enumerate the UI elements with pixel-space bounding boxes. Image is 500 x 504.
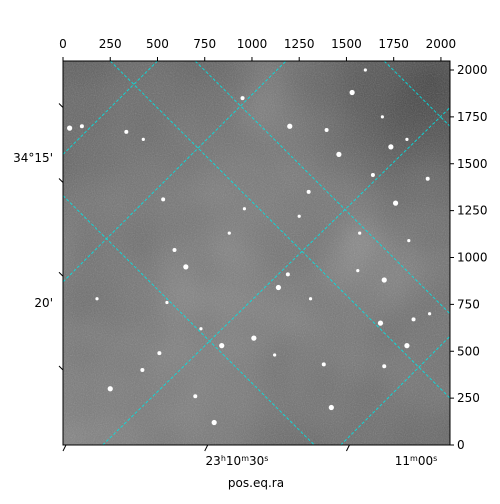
source-1 bbox=[124, 129, 129, 134]
source-29 bbox=[407, 239, 411, 243]
dec-tick-label-1: 34°15' bbox=[13, 151, 53, 165]
source-12 bbox=[219, 343, 225, 349]
ra-tick-1 bbox=[204, 444, 209, 452]
source-42 bbox=[287, 123, 293, 129]
source-38 bbox=[358, 231, 362, 235]
dec-tick-0 bbox=[58, 103, 64, 108]
y-tick-label-4: 1000 bbox=[457, 251, 488, 265]
y-tick-label-1: 250 bbox=[457, 391, 480, 405]
source-40 bbox=[240, 96, 245, 101]
source-44 bbox=[95, 297, 99, 301]
y-tick-label-3: 750 bbox=[457, 297, 480, 311]
source-47 bbox=[380, 115, 384, 119]
x-tick-label-1: 250 bbox=[99, 37, 122, 51]
ra-tick-2 bbox=[346, 444, 350, 452]
source-22 bbox=[140, 368, 145, 372]
grid-line-b-1 bbox=[63, 195, 315, 445]
top-pixel-axis: 0 250 500 750 1000 1250 1500 1750 2000 bbox=[59, 37, 456, 61]
source-21 bbox=[183, 264, 189, 270]
ra-tick-0 bbox=[62, 444, 67, 452]
left-dec-axis: 34°15' 20' bbox=[13, 103, 64, 371]
source-35 bbox=[427, 312, 432, 316]
source-46 bbox=[79, 124, 84, 129]
x-tick-label-4: 1000 bbox=[237, 37, 268, 51]
source-15 bbox=[377, 320, 384, 326]
x-tick-label-2: 500 bbox=[146, 37, 169, 51]
ra-tick-label-1: 23h10m30s bbox=[206, 454, 269, 468]
source-18 bbox=[381, 277, 387, 283]
grid-line-a-0 bbox=[63, 61, 158, 155]
source-6 bbox=[388, 144, 394, 150]
y-tick-label-8: 2000 bbox=[457, 63, 488, 77]
source-39 bbox=[392, 200, 399, 206]
source-36 bbox=[404, 343, 410, 349]
source-33 bbox=[211, 419, 217, 426]
y-tick-label-0: 0 bbox=[457, 438, 465, 452]
source-26 bbox=[273, 353, 277, 357]
source-24 bbox=[328, 404, 334, 411]
y-tick-label-6: 1500 bbox=[457, 157, 488, 171]
source-43 bbox=[161, 197, 166, 202]
plot-frame bbox=[62, 60, 451, 446]
x-tick-label-8: 2000 bbox=[426, 37, 457, 51]
source-34 bbox=[382, 364, 387, 369]
source-2 bbox=[141, 137, 145, 141]
source-8 bbox=[227, 231, 231, 235]
source-25 bbox=[193, 394, 198, 399]
x-tick-label-7: 1750 bbox=[378, 37, 409, 51]
grid-line-a-1 bbox=[63, 61, 287, 283]
source-31 bbox=[370, 173, 375, 177]
source-27 bbox=[251, 335, 257, 341]
x-tick-label-0: 0 bbox=[59, 37, 67, 51]
source-3 bbox=[349, 89, 355, 96]
source-13 bbox=[157, 351, 162, 356]
source-14 bbox=[308, 297, 313, 301]
source-17 bbox=[356, 269, 360, 273]
source-7 bbox=[172, 248, 177, 252]
x-tick-label-5: 1250 bbox=[284, 37, 315, 51]
sky-image bbox=[63, 61, 450, 445]
source-4 bbox=[324, 128, 329, 132]
source-9 bbox=[275, 284, 282, 291]
x-tick-label-6: 1500 bbox=[331, 37, 362, 51]
y-tick-label-5: 1250 bbox=[457, 204, 488, 218]
source-11 bbox=[199, 327, 203, 331]
source-30 bbox=[336, 151, 342, 157]
dec-tick-label-2: 20' bbox=[34, 296, 53, 310]
grid-line-a-2 bbox=[102, 107, 450, 445]
source-45 bbox=[107, 386, 113, 392]
grid-line-b-3 bbox=[383, 61, 450, 127]
dec-tick-3 bbox=[58, 178, 64, 183]
x-axis-label: pos.eq.ra bbox=[228, 476, 284, 490]
source-19 bbox=[306, 189, 311, 194]
source-32 bbox=[297, 214, 301, 218]
ra-tick-label-2: 11m00s bbox=[395, 454, 438, 468]
source-5 bbox=[405, 137, 409, 141]
y-tick-label-7: 1750 bbox=[457, 110, 488, 124]
source-0 bbox=[67, 125, 73, 131]
source-37 bbox=[321, 362, 326, 367]
source-20 bbox=[165, 300, 169, 305]
y-tick-label-2: 500 bbox=[457, 344, 480, 358]
source-28 bbox=[425, 176, 430, 181]
source-10 bbox=[285, 272, 290, 277]
source-41 bbox=[363, 68, 367, 72]
right-pixel-axis: 0 250 500 750 1000 1250 1500 1750 2000 bbox=[450, 63, 488, 452]
bottom-ra-axis: 23h10m30s 11m00s pos.eq.ra bbox=[62, 444, 438, 490]
x-tick-label-3: 750 bbox=[193, 37, 216, 51]
dec-tick-1 bbox=[58, 271, 64, 277]
grid-line-a-3 bbox=[340, 335, 450, 445]
dec-tick-2 bbox=[58, 365, 64, 371]
source-16 bbox=[411, 317, 416, 322]
source-23 bbox=[242, 207, 247, 211]
